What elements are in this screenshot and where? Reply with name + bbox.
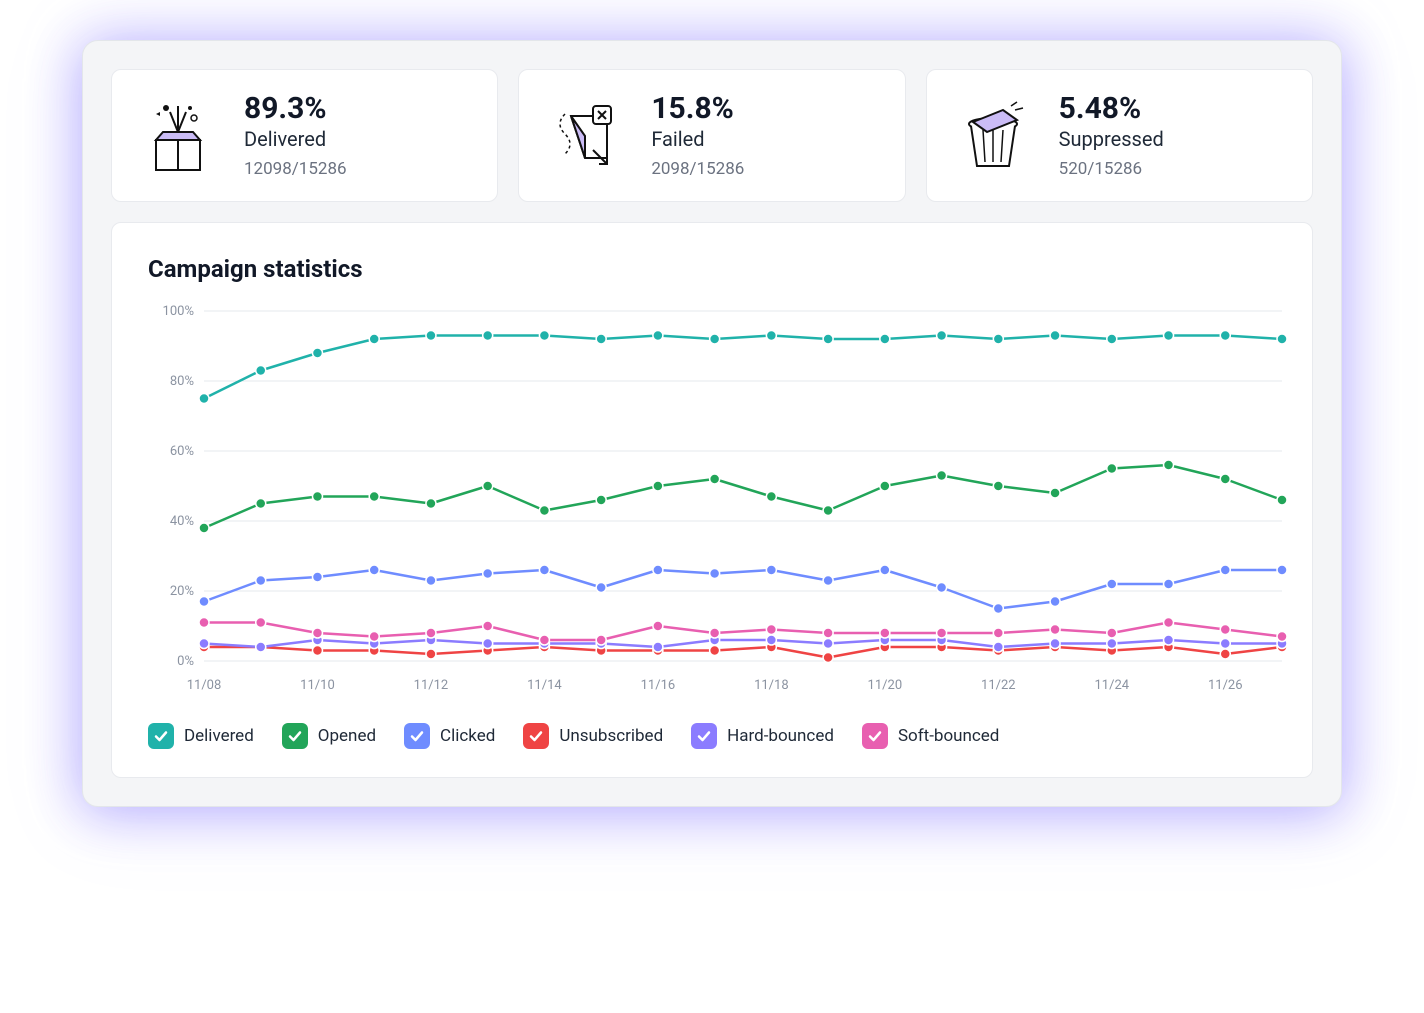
metric-text: 15.8% Failed 2098/15286 [651,92,744,179]
legend-item[interactable]: Soft-bounced [862,723,999,749]
svg-text:11/12: 11/12 [414,678,449,693]
svg-text:11/16: 11/16 [641,678,676,693]
dashboard-glow: 89.3% Delivered 12098/15286 15.8% Failed [82,40,1342,807]
svg-text:11/24: 11/24 [1094,678,1129,693]
legend-swatch-icon [691,723,717,749]
chart-card: Campaign statistics 0% 20% 40% 60% 80% 100% 11… [111,222,1313,778]
metric-label: Delivered [244,127,347,151]
legend-swatch-icon [404,723,430,749]
legend-item[interactable]: Opened [282,723,376,749]
svg-text:11/10: 11/10 [300,678,335,693]
legend-item[interactable]: Delivered [148,723,254,749]
legend-swatch-icon [523,723,549,749]
metric-label: Failed [651,127,744,151]
line-chart-svg: 0% 20% 40% 60% 80% 100% 11/08 11/10 11/12 11/14 11… [148,301,1298,701]
metric-text: 5.48% Suppressed 520/15286 [1059,92,1164,179]
svg-text:11/18: 11/18 [754,678,789,693]
svg-text:40%: 40% [170,514,194,529]
legend-item[interactable]: Hard-bounced [691,723,834,749]
svg-text:80%: 80% [170,374,194,389]
metric-percent: 15.8% [651,92,744,125]
legend-label: Clicked [440,726,495,746]
legend-label: Opened [318,726,376,746]
metric-label: Suppressed [1059,127,1164,151]
metric-fraction: 2098/15286 [651,159,744,179]
svg-text:0%: 0% [177,654,194,669]
legend-swatch-icon [862,723,888,749]
failed-illustration-icon [545,96,625,176]
metric-percent: 89.3% [244,92,347,125]
chart-plot-area: 0% 20% 40% 60% 80% 100% 11/08 11/10 11/12 11/14 11… [148,301,1276,705]
legend-label: Delivered [184,726,254,746]
legend-swatch-icon [282,723,308,749]
svg-text:100%: 100% [163,304,194,319]
metric-card-failed: 15.8% Failed 2098/15286 [518,69,905,202]
suppressed-illustration-icon [953,96,1033,176]
legend-label: Soft-bounced [898,726,999,746]
chart-legend: Delivered Opened Clicked Unsubscribed Hard-b… [148,723,1276,749]
metric-card-suppressed: 5.48% Suppressed 520/15286 [926,69,1313,202]
metric-fraction: 12098/15286 [244,159,347,179]
svg-text:11/20: 11/20 [868,678,903,693]
delivered-illustration-icon [138,96,218,176]
metric-fraction: 520/15286 [1059,159,1164,179]
svg-text:11/26: 11/26 [1208,678,1243,693]
legend-label: Hard-bounced [727,726,834,746]
svg-text:60%: 60% [170,444,194,459]
metric-text: 89.3% Delivered 12098/15286 [244,92,347,179]
svg-text:11/22: 11/22 [981,678,1016,693]
svg-text:20%: 20% [170,584,194,599]
metric-cards-row: 89.3% Delivered 12098/15286 15.8% Failed [111,69,1313,202]
metric-percent: 5.48% [1059,92,1164,125]
legend-label: Unsubscribed [559,726,663,746]
svg-text:11/14: 11/14 [527,678,562,693]
chart-title: Campaign statistics [148,255,1276,283]
legend-swatch-icon [148,723,174,749]
dashboard-panel: 89.3% Delivered 12098/15286 15.8% Failed [82,40,1342,807]
legend-item[interactable]: Unsubscribed [523,723,663,749]
metric-card-delivered: 89.3% Delivered 12098/15286 [111,69,498,202]
svg-text:11/08: 11/08 [187,678,222,693]
legend-item[interactable]: Clicked [404,723,495,749]
